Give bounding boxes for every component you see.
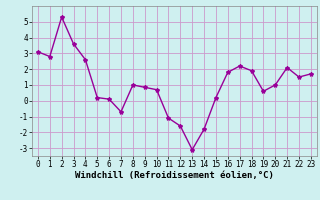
X-axis label: Windchill (Refroidissement éolien,°C): Windchill (Refroidissement éolien,°C) [75,171,274,180]
